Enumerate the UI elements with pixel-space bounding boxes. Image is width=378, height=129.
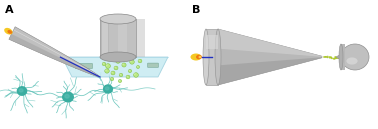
Polygon shape bbox=[218, 57, 322, 85]
Ellipse shape bbox=[134, 73, 136, 75]
Ellipse shape bbox=[339, 44, 343, 70]
Ellipse shape bbox=[4, 28, 13, 35]
Polygon shape bbox=[206, 29, 218, 85]
Ellipse shape bbox=[335, 56, 336, 58]
Bar bbox=[118, 19, 127, 57]
Ellipse shape bbox=[196, 55, 202, 59]
Ellipse shape bbox=[203, 29, 209, 85]
Ellipse shape bbox=[133, 73, 138, 77]
Bar bbox=[127, 19, 136, 57]
Ellipse shape bbox=[118, 79, 122, 83]
Ellipse shape bbox=[198, 56, 201, 58]
Ellipse shape bbox=[110, 77, 114, 81]
Ellipse shape bbox=[129, 70, 130, 71]
Ellipse shape bbox=[112, 72, 113, 73]
Ellipse shape bbox=[191, 54, 201, 61]
Polygon shape bbox=[336, 54, 341, 60]
Ellipse shape bbox=[129, 69, 132, 73]
Polygon shape bbox=[9, 34, 100, 77]
Ellipse shape bbox=[119, 73, 123, 77]
Text: B: B bbox=[192, 5, 200, 15]
Ellipse shape bbox=[343, 58, 345, 60]
Bar bbox=[136, 19, 145, 57]
Ellipse shape bbox=[114, 66, 118, 70]
Ellipse shape bbox=[105, 64, 110, 68]
Ellipse shape bbox=[330, 57, 332, 58]
Ellipse shape bbox=[102, 63, 104, 64]
Ellipse shape bbox=[100, 14, 136, 24]
Ellipse shape bbox=[342, 59, 344, 60]
Ellipse shape bbox=[331, 58, 333, 59]
Ellipse shape bbox=[215, 29, 221, 85]
Ellipse shape bbox=[345, 59, 346, 60]
Ellipse shape bbox=[329, 57, 331, 58]
Ellipse shape bbox=[130, 61, 132, 62]
Ellipse shape bbox=[116, 59, 118, 61]
Bar bbox=[100, 19, 109, 57]
Ellipse shape bbox=[115, 67, 116, 68]
Ellipse shape bbox=[108, 57, 112, 61]
Ellipse shape bbox=[102, 62, 106, 66]
FancyBboxPatch shape bbox=[76, 63, 93, 68]
Ellipse shape bbox=[136, 66, 139, 68]
Polygon shape bbox=[100, 19, 136, 57]
Ellipse shape bbox=[111, 71, 115, 75]
Bar bbox=[341, 44, 345, 70]
Ellipse shape bbox=[324, 56, 325, 58]
Ellipse shape bbox=[19, 89, 23, 92]
Polygon shape bbox=[218, 29, 322, 85]
Ellipse shape bbox=[325, 56, 326, 57]
Ellipse shape bbox=[108, 58, 110, 59]
Ellipse shape bbox=[125, 58, 126, 59]
Polygon shape bbox=[62, 57, 168, 77]
Ellipse shape bbox=[105, 69, 109, 73]
Ellipse shape bbox=[138, 59, 142, 63]
Text: A: A bbox=[5, 5, 14, 15]
Ellipse shape bbox=[138, 60, 140, 61]
Bar bbox=[102, 19, 108, 57]
Ellipse shape bbox=[341, 59, 342, 60]
Polygon shape bbox=[9, 27, 100, 77]
Ellipse shape bbox=[340, 59, 342, 60]
FancyBboxPatch shape bbox=[147, 63, 158, 67]
Ellipse shape bbox=[333, 58, 335, 59]
Ellipse shape bbox=[100, 52, 136, 62]
Ellipse shape bbox=[130, 60, 134, 64]
Ellipse shape bbox=[65, 94, 69, 98]
Ellipse shape bbox=[17, 87, 26, 95]
Ellipse shape bbox=[104, 85, 112, 93]
Ellipse shape bbox=[119, 74, 121, 75]
Ellipse shape bbox=[327, 57, 328, 58]
Bar bbox=[109, 19, 118, 57]
Ellipse shape bbox=[327, 56, 328, 57]
Ellipse shape bbox=[63, 92, 73, 102]
Ellipse shape bbox=[106, 64, 108, 66]
Ellipse shape bbox=[325, 56, 327, 58]
Ellipse shape bbox=[344, 59, 346, 61]
Ellipse shape bbox=[122, 64, 124, 65]
Ellipse shape bbox=[8, 30, 12, 34]
Ellipse shape bbox=[334, 58, 336, 59]
Polygon shape bbox=[218, 29, 322, 57]
Ellipse shape bbox=[105, 87, 109, 90]
Ellipse shape bbox=[116, 59, 120, 63]
Ellipse shape bbox=[105, 70, 107, 71]
Ellipse shape bbox=[126, 76, 128, 77]
Ellipse shape bbox=[341, 44, 369, 70]
Ellipse shape bbox=[335, 57, 337, 59]
Ellipse shape bbox=[119, 80, 120, 81]
Ellipse shape bbox=[339, 57, 340, 58]
Ellipse shape bbox=[329, 57, 330, 58]
Bar bbox=[206, 35, 218, 49]
Ellipse shape bbox=[137, 66, 138, 67]
Ellipse shape bbox=[337, 57, 338, 59]
Ellipse shape bbox=[126, 75, 130, 79]
Ellipse shape bbox=[111, 78, 112, 79]
Ellipse shape bbox=[338, 58, 340, 59]
Ellipse shape bbox=[122, 63, 126, 67]
Ellipse shape bbox=[124, 57, 128, 61]
Ellipse shape bbox=[346, 57, 358, 65]
